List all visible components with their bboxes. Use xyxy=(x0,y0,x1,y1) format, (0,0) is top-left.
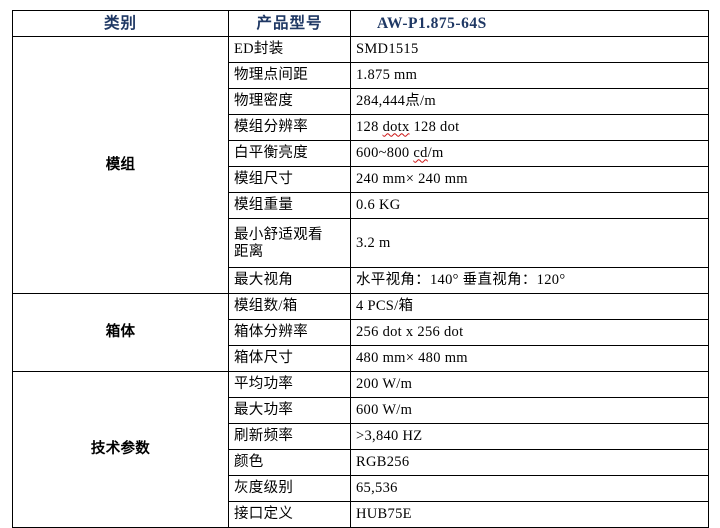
category-cell: 模组 xyxy=(12,36,229,294)
value-prefix: 128 xyxy=(356,119,383,136)
table-row: 模组尺寸 240 mm× 240 mm xyxy=(13,166,709,193)
property-value-cell: HUB75E xyxy=(350,501,709,528)
table-row: 技术参数 平均功率 200 W/m xyxy=(12,371,709,528)
table-row: 箱体 模组数/箱 4 PCS/箱 xyxy=(12,293,709,372)
property-value-cell: 600~800 cd/m xyxy=(350,140,709,167)
property-name-cell: 最小舒适观看 距离 xyxy=(228,218,351,268)
property-name-cell: 箱体分辨率 xyxy=(228,319,351,346)
spellcheck-flagged-word: dotx xyxy=(382,119,410,136)
property-name-cell: 物理点间距 xyxy=(228,62,351,89)
header-category: 类别 xyxy=(12,10,229,37)
property-value-cell: RGB256 xyxy=(350,449,709,476)
table-row: 物理点间距 1.875 mm xyxy=(13,62,709,89)
table-row: 模组 ED封装 SMD1515 xyxy=(12,36,709,294)
property-value-cell: 284,444点/m xyxy=(350,88,709,115)
table-row: 刷新频率 >3,840 HZ xyxy=(13,423,709,450)
property-value-cell: >3,840 HZ xyxy=(350,423,709,450)
table-header-row: 类别 产品型号 AW-P1.875-64S xyxy=(12,10,709,37)
property-value-cell: 200 W/m xyxy=(350,371,709,398)
property-name-cell: 物理密度 xyxy=(228,88,351,115)
property-value-cell: 128 dotx 128 dot xyxy=(350,114,709,141)
property-value-cell: 256 dot x 256 dot xyxy=(350,319,709,346)
property-name-cell: 模组尺寸 xyxy=(228,166,351,193)
property-name-cell: 平均功率 xyxy=(228,371,351,398)
property-name-cell: ED封装 xyxy=(228,36,351,63)
table-body: 类别 产品型号 AW-P1.875-64S 模组 ED封装 SMD1515 物理点间距 1.8… xyxy=(12,10,709,528)
property-name-cell: 模组分辨率 xyxy=(228,114,351,141)
table-row: 物理密度 284,444点/m xyxy=(13,88,709,115)
spellcheck-flagged-word: cd xyxy=(413,145,428,162)
table-row: 颜色 RGB256 xyxy=(13,449,709,476)
property-name-cell: 模组数/箱 xyxy=(228,293,351,320)
property-value-cell: 3.2 m xyxy=(350,218,709,268)
specification-table: 类别 产品型号 AW-P1.875-64S 模组 ED封装 SMD1515 物理点间距 1.8… xyxy=(12,10,709,528)
table-row: 模组分辨率 128 dotx 128 dot xyxy=(13,114,709,141)
property-name-cell: 白平衡亮度 xyxy=(228,140,351,167)
property-value-cell: 1.875 mm xyxy=(350,62,709,89)
property-name-cell: 接口定义 xyxy=(228,501,351,528)
property-name-line-1: 最小舒适观看 xyxy=(234,226,323,243)
property-value-cell: 65,536 xyxy=(350,475,709,502)
value-prefix: 600~800 xyxy=(356,145,414,162)
property-name-cell: 最大功率 xyxy=(228,397,351,424)
category-cell: 技术参数 xyxy=(12,371,229,528)
property-name-cell: 箱体尺寸 xyxy=(228,345,351,372)
property-value-cell: 4 PCS/箱 xyxy=(350,293,709,320)
property-value-cell: 480 mm× 480 mm xyxy=(350,345,709,372)
property-value-cell: 240 mm× 240 mm xyxy=(350,166,709,193)
property-name-cell: 灰度级别 xyxy=(228,475,351,502)
property-value-cell: 水平视角：140° 垂直视角：120° xyxy=(350,267,709,294)
table-row: 灰度级别 65,536 xyxy=(13,475,709,502)
property-value-cell: 600 W/m xyxy=(350,397,709,424)
property-name-cell: 最大视角 xyxy=(228,267,351,294)
category-cell: 箱体 xyxy=(12,293,229,372)
value-suffix: /m xyxy=(427,145,444,162)
value-suffix: 128 dot xyxy=(409,119,460,136)
property-value-cell: 0.6 KG xyxy=(350,192,709,219)
property-name-cell: 刷新频率 xyxy=(228,423,351,450)
table-row: 箱体尺寸 480 mm× 480 mm xyxy=(13,345,709,372)
table-row: 箱体分辨率 256 dot x 256 dot xyxy=(13,319,709,346)
property-value-cell: SMD1515 xyxy=(350,36,709,63)
property-name-cell: 颜色 xyxy=(228,449,351,476)
table-row: 最大功率 600 W/m xyxy=(13,397,709,424)
property-name-cell: 模组重量 xyxy=(228,192,351,219)
property-name-line-2: 距离 xyxy=(234,244,264,260)
header-model-number: AW-P1.875-64S xyxy=(350,10,709,37)
header-property: 产品型号 xyxy=(228,10,351,37)
